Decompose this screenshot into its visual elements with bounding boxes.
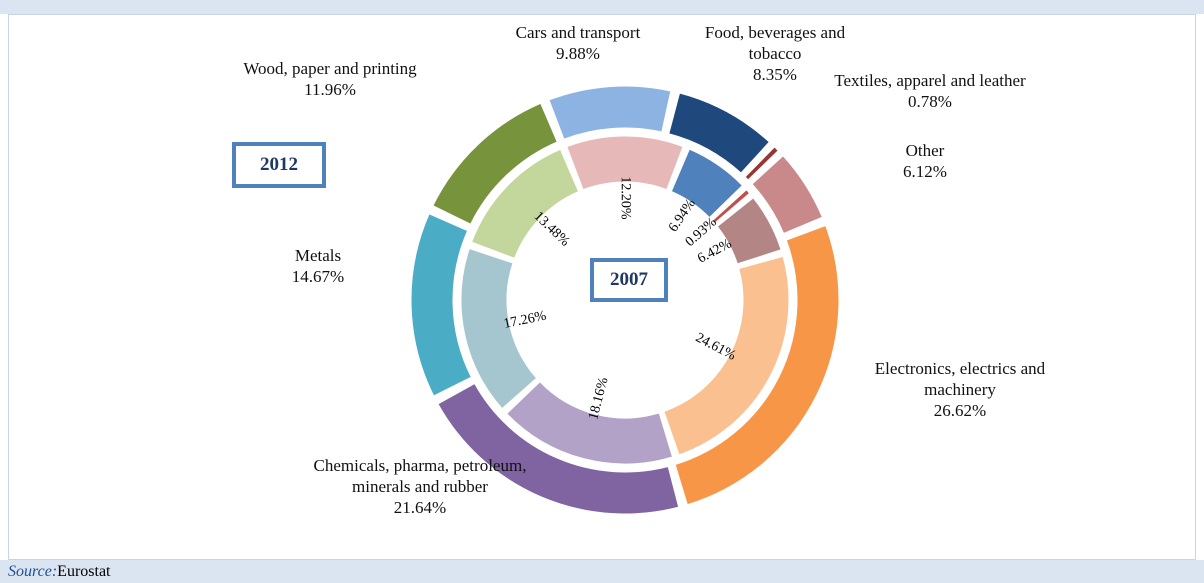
data-label: 13.48% [531, 209, 573, 250]
category-name: Cars and transport [515, 23, 641, 42]
donut-segment [751, 155, 824, 235]
value-label: 26.62% [933, 401, 987, 420]
donut-segment [744, 146, 779, 181]
value-label: 6.12% [903, 162, 947, 181]
footer: Source:Eurostat [0, 560, 1204, 583]
donut-segment [506, 381, 674, 465]
category-label: Food, beverages and tobacco 8.35% [685, 22, 865, 85]
value-label: 8.35% [753, 65, 797, 84]
data-label: 17.26% [502, 308, 548, 331]
category-name: Wood, paper and printing [243, 59, 417, 78]
category-name: Electronics, electrics and machinery [874, 359, 1046, 399]
donut-segment [470, 148, 580, 259]
source-label: Source: [8, 563, 58, 580]
donut-segment [432, 102, 558, 225]
data-label: 24.61% [693, 330, 738, 363]
donut-segment [668, 92, 771, 174]
donut-segment [548, 85, 672, 140]
category-name: Textiles, apparel and leather [834, 71, 1026, 90]
donut-segment [410, 213, 472, 397]
series-label: 2007 [590, 258, 668, 302]
value-label: 0.78% [908, 92, 952, 111]
category-name: Food, beverages and tobacco [704, 23, 846, 63]
source-text: Eurostat [57, 563, 111, 580]
value-label: 14.67% [291, 267, 345, 286]
category-label: Electronics, electrics and machinery 26.6… [845, 358, 1075, 421]
value-label: 21.64% [393, 498, 447, 517]
donut-segment [674, 224, 840, 506]
category-label: Textiles, apparel and leather 0.78% [830, 70, 1030, 112]
header-band [0, 0, 1204, 14]
category-label: Other 6.12% [865, 140, 985, 182]
category-name: Chemicals, pharma, petroleum, minerals a… [313, 456, 527, 496]
donut-segment [711, 189, 751, 224]
category-label: Cars and transport 9.88% [488, 22, 668, 64]
category-name: Other [905, 141, 945, 160]
category-label: Chemicals, pharma, petroleum, minerals a… [310, 455, 530, 518]
donut-segment [670, 148, 744, 219]
donut-segment [460, 247, 538, 410]
value-label: 11.96% [304, 80, 356, 99]
series-label: 2012 [232, 142, 326, 188]
category-label: Metals 14.67% [258, 245, 378, 287]
donut-segment [716, 197, 782, 265]
data-label: 12.20% [618, 176, 633, 220]
donut-segment [663, 255, 790, 456]
category-name: Metals [294, 246, 342, 265]
value-label: 9.88% [556, 44, 600, 63]
donut-segment [437, 382, 680, 515]
data-label: 18.16% [586, 376, 612, 422]
donut-segment [566, 135, 684, 191]
category-label: Wood, paper and printing 11.96% [210, 58, 450, 100]
